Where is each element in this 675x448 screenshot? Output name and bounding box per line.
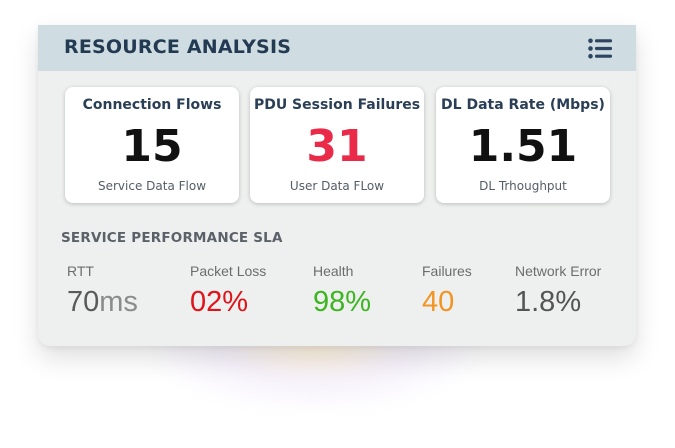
metric-failures: Failures 40 xyxy=(422,263,472,319)
kpi-subtitle: DL Trhoughput xyxy=(479,179,567,193)
kpi-value: 15 xyxy=(121,121,183,172)
metric-rtt: RTT 70ms xyxy=(67,263,138,319)
metric-health: Health 98% xyxy=(313,263,371,319)
kpi-value: 31 xyxy=(306,121,368,172)
kpi-value: 1.51 xyxy=(468,121,578,172)
resource-analysis-card: RESOURCE ANALYSIS Connection Flows 15 S xyxy=(38,25,636,346)
metric-value: 98% xyxy=(313,286,372,318)
kpi-title: PDU Session Failures xyxy=(253,97,421,113)
kpi-title: DL Data Rate (Mbps) xyxy=(441,97,605,113)
metric-label: Network Error xyxy=(515,263,602,279)
kpi-card-connection-flows[interactable]: Connection Flows 15 Service Data Flow xyxy=(65,87,239,203)
kpi-subtitle: Service Data Flow xyxy=(97,179,207,193)
card-header: RESOURCE ANALYSIS xyxy=(38,25,636,71)
kpi-title: Connection Flows xyxy=(82,97,222,113)
metric-value: 1.8% xyxy=(515,286,582,318)
metric-value: 02% xyxy=(190,286,249,318)
menu-button[interactable] xyxy=(588,38,614,59)
kpi-card-dl-data-rate[interactable]: DL Data Rate (Mbps) 1.51 DL Trhoughput xyxy=(436,87,610,203)
kpi-card-pdu-session-failures[interactable]: PDU Session Failures 31 User Data FLow xyxy=(250,87,424,203)
kpi-subtitle: User Data FLow xyxy=(289,179,385,193)
sla-section-title: SERVICE PERFORMANCE SLA xyxy=(61,230,283,246)
metric-network-error: Network Error 1.8% xyxy=(515,263,601,319)
metric-label: RTT xyxy=(67,263,94,279)
metric-unit: ms xyxy=(99,286,138,318)
metric-label: Packet Loss xyxy=(190,263,267,279)
card-title: RESOURCE ANALYSIS xyxy=(64,36,292,58)
metric-number: 70 xyxy=(67,286,100,318)
metric-value: 70ms xyxy=(67,285,138,319)
metric-packet-loss: Packet Loss 02% xyxy=(190,263,266,319)
list-icon xyxy=(588,38,612,59)
metric-label: Health xyxy=(313,263,354,279)
metric-label: Failures xyxy=(422,263,472,279)
metric-value: 40 xyxy=(422,286,455,318)
